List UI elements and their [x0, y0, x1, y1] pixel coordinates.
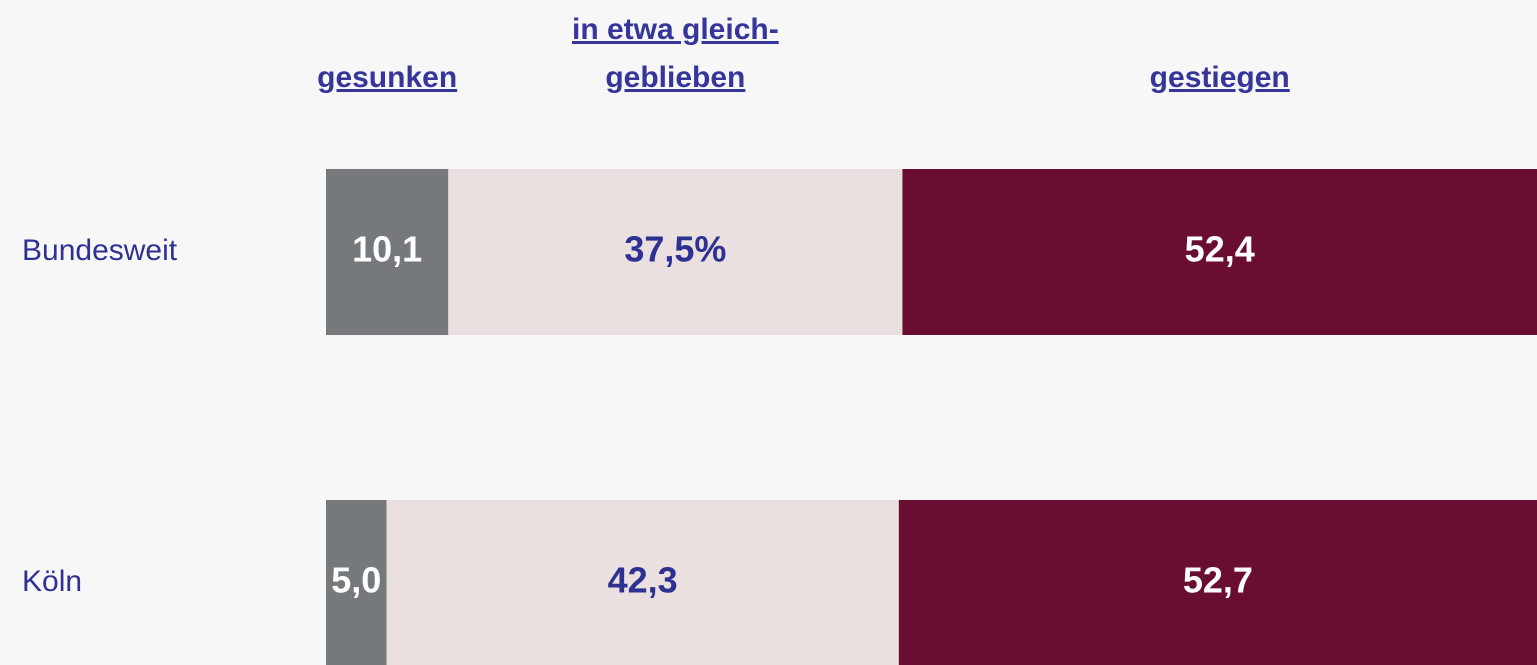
bar-segment	[898, 500, 1537, 665]
legend-entry[interactable]: gestiegen	[1149, 61, 1290, 94]
category-label: Bundesweit	[22, 234, 178, 267]
bar-segment	[326, 500, 387, 665]
value-label: 5,0	[331, 560, 381, 601]
legend-entry[interactable]: gesunken	[317, 61, 458, 94]
value-label: 52,7	[1183, 560, 1253, 601]
value-label: 37,5%	[624, 229, 726, 270]
bar-segment	[902, 169, 1537, 335]
category-label: Köln	[22, 565, 82, 598]
bar-segment	[448, 169, 903, 335]
value-label: 10,1	[352, 229, 422, 270]
value-label: 52,4	[1185, 229, 1255, 270]
bar-segment	[386, 500, 899, 665]
legend-entry[interactable]: in etwa gleich- geblieben	[572, 13, 779, 94]
bar-segment	[326, 169, 449, 335]
value-label: 42,3	[608, 560, 678, 601]
